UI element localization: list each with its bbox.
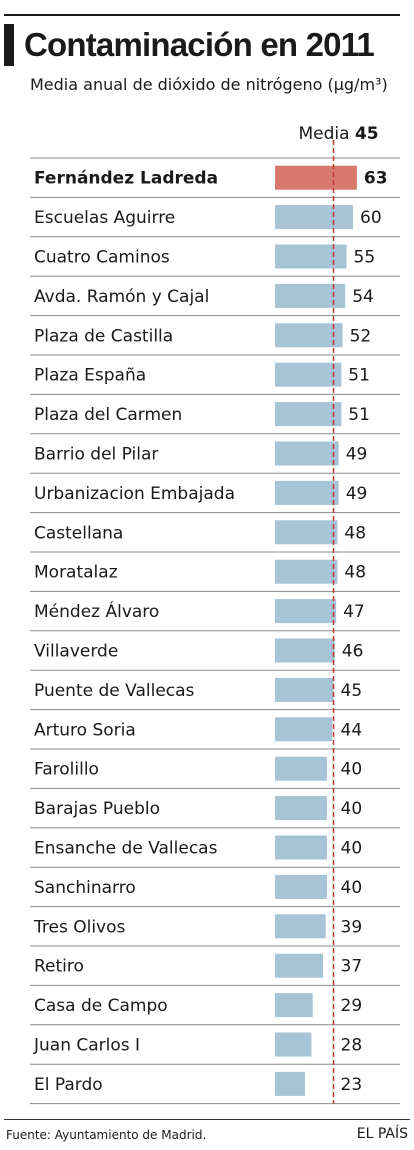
data-bar	[275, 205, 353, 230]
category-label: Méndez Álvaro	[34, 600, 159, 622]
value-label: 40	[341, 799, 363, 819]
category-label: Tres Olivos	[33, 917, 126, 937]
value-label: 48	[344, 563, 366, 583]
data-bar	[275, 796, 327, 821]
data-bar	[275, 323, 343, 348]
data-bar	[275, 362, 342, 387]
data-bar	[275, 402, 342, 427]
category-label: Farolillo	[34, 760, 99, 780]
category-label: Villaverde	[34, 642, 118, 662]
category-label: Fernández Ladreda	[34, 169, 218, 189]
data-bar	[275, 835, 327, 860]
category-label: Urbanizacion Embajada	[34, 484, 235, 504]
source-note: Fuente: Ayuntamiento de Madrid.	[6, 1128, 207, 1142]
category-label: Juan Carlos I	[33, 1036, 140, 1056]
value-label: 48	[344, 523, 366, 543]
value-label: 45	[341, 681, 363, 701]
data-bar	[275, 520, 338, 545]
data-bar	[275, 480, 339, 505]
data-bar	[275, 914, 326, 939]
data-bar	[275, 1071, 305, 1096]
data-bar	[275, 244, 347, 269]
data-bar	[275, 1032, 312, 1057]
data-bar	[275, 677, 334, 702]
value-label: 23	[341, 1075, 363, 1095]
average-label: Media 45	[299, 124, 379, 144]
chart-title: Contaminación en 2011	[24, 26, 375, 63]
value-label: 55	[354, 248, 376, 268]
value-label: 44	[341, 720, 363, 740]
category-label: Cuatro Caminos	[34, 248, 170, 268]
value-label: 40	[341, 878, 363, 898]
category-label: Arturo Soria	[34, 720, 136, 740]
data-bar	[275, 756, 327, 781]
title-rule	[4, 14, 400, 16]
value-label: 29	[341, 996, 363, 1016]
value-label: 39	[341, 917, 363, 937]
average-label-text: Media	[298, 124, 350, 144]
category-label: Avda. Ramón y Cajal	[34, 287, 209, 307]
data-bar	[275, 559, 338, 584]
value-label: 49	[346, 445, 368, 465]
category-label: Plaza del Carmen	[34, 405, 182, 425]
title-block-mark	[4, 24, 14, 66]
category-label: Escuelas Aguirre	[34, 208, 175, 228]
data-bar	[275, 283, 346, 308]
value-label: 40	[341, 760, 363, 780]
value-label: 54	[352, 287, 374, 307]
category-label: Castellana	[34, 523, 123, 543]
value-label: 51	[348, 366, 370, 386]
value-label: 49	[346, 484, 368, 504]
category-label: Plaza España	[34, 366, 146, 386]
data-bar	[275, 993, 313, 1018]
category-label: Sanchinarro	[34, 878, 136, 898]
data-bar	[275, 717, 333, 742]
data-bar	[275, 638, 335, 663]
value-label: 60	[360, 208, 382, 228]
category-label: Casa de Campo	[34, 996, 168, 1016]
value-label: 46	[342, 642, 364, 662]
value-label: 63	[364, 169, 388, 189]
data-bar	[275, 165, 357, 190]
data-bar	[275, 953, 324, 978]
footer-rule	[4, 1119, 410, 1120]
data-bar	[275, 874, 327, 899]
value-label: 37	[341, 957, 363, 977]
category-label: Plaza de Castilla	[34, 326, 173, 346]
value-label: 51	[348, 405, 370, 425]
data-bar	[275, 441, 339, 466]
data-bar	[275, 599, 337, 624]
value-label: 52	[350, 326, 372, 346]
chart-subtitle: Media anual de dióxido de nitrógeno (µg/…	[30, 75, 388, 94]
value-label: 47	[343, 602, 365, 622]
value-label: 40	[341, 839, 363, 859]
category-label: Moratalaz	[34, 563, 118, 583]
category-label: Barrio del Pilar	[34, 445, 158, 465]
category-label: El Pardo	[34, 1075, 103, 1095]
category-label: Retiro	[34, 957, 84, 977]
publisher-brand: EL PAÍS	[356, 1126, 408, 1142]
category-label: Ensanche de Vallecas	[34, 839, 218, 859]
value-label: 28	[341, 1036, 363, 1056]
average-label-value: 45	[354, 124, 379, 144]
category-label: Barajas Pueblo	[34, 799, 160, 819]
category-label: Puente de Vallecas	[34, 681, 195, 701]
